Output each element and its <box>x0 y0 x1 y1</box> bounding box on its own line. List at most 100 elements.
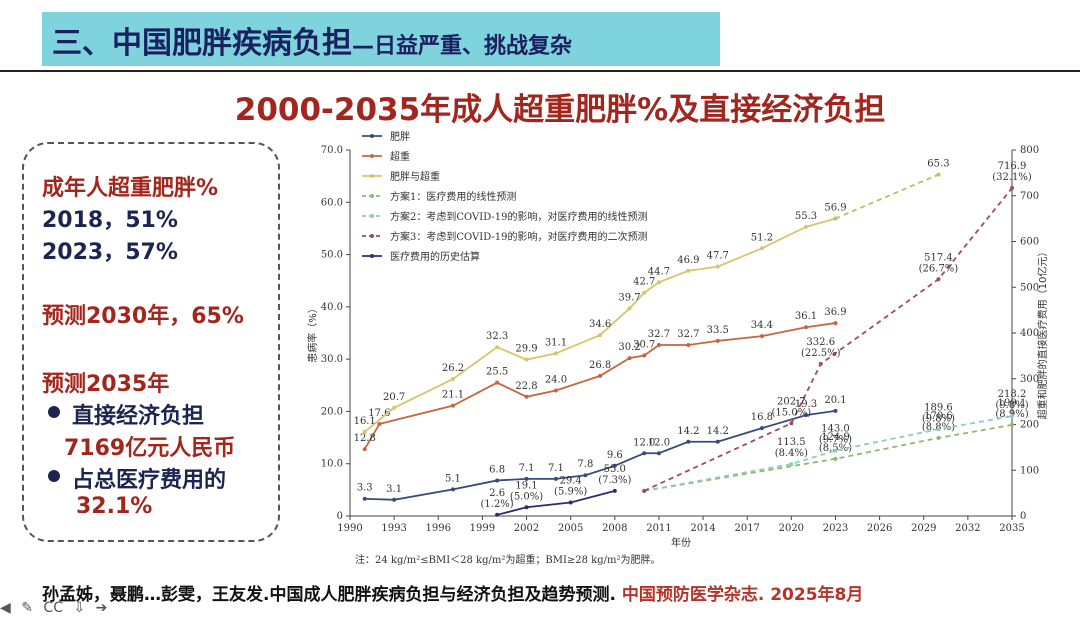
summary-heading: 成年人超重肥胖% <box>42 176 219 201</box>
slide-title: 三、中国肥胖疾病负担—日益严重、挑战复杂 <box>52 18 572 62</box>
data-point <box>642 451 647 456</box>
data-point <box>392 405 397 410</box>
data-point <box>598 373 603 378</box>
y-right-tick-label: 800 <box>1020 145 1039 156</box>
data-point <box>1010 186 1014 191</box>
data-point <box>362 429 367 434</box>
data-point <box>759 246 764 251</box>
data-point <box>936 427 941 432</box>
data-point <box>392 497 397 502</box>
data-label: 16.1 <box>354 416 376 427</box>
data-point <box>833 456 838 461</box>
data-label: 56.9 <box>824 202 846 213</box>
captions-icon[interactable]: CC <box>43 600 63 616</box>
data-point <box>450 403 455 408</box>
data-point <box>833 216 838 221</box>
data-point <box>789 421 794 426</box>
data-label: 189.6 <box>924 402 953 413</box>
x-tick-label: 2011 <box>646 523 671 534</box>
data-label: 7.8 <box>577 459 593 470</box>
y-left-tick-label: 20.0 <box>321 406 343 417</box>
legend-entry: 肥胖与超重 <box>390 170 440 183</box>
series-line <box>363 322 836 450</box>
legend-entry: 医疗费用的历史估算 <box>390 250 480 263</box>
data-label: 20.7 <box>383 392 405 403</box>
data-label: 30.2 <box>618 342 640 353</box>
data-point <box>627 356 632 361</box>
data-label: (26.7%) <box>919 263 959 274</box>
data-point <box>936 172 941 177</box>
data-point <box>495 478 500 483</box>
legend-entry: 方案3：考虑到COVID-19的影响，对医疗费用的二次预测 <box>390 230 648 243</box>
data-point <box>833 448 838 453</box>
data-label: 29.4 <box>560 476 582 487</box>
data-point <box>642 290 647 295</box>
x-tick-label: 2029 <box>911 523 936 534</box>
data-point <box>686 439 691 444</box>
chart-headline: 2000-2035年成人超重肥胖%及直接经济负担 <box>234 92 886 128</box>
data-point <box>759 426 764 431</box>
data-point <box>627 306 632 311</box>
data-label: 22.8 <box>515 381 537 392</box>
legend-entry: 方案2：考虑到COVID-19的影响，对医疗费用的线性预测 <box>390 210 648 223</box>
data-label: 3.3 <box>357 483 373 494</box>
data-point <box>833 321 838 326</box>
data-point <box>759 334 764 339</box>
data-label: 19.3 <box>795 399 817 410</box>
data-label: 113.5 <box>777 437 806 448</box>
data-label: 36.1 <box>795 311 817 322</box>
x-tick-label: 1999 <box>470 523 495 534</box>
data-label: 20.1 <box>824 395 846 406</box>
data-point <box>362 447 367 452</box>
citation: 孙孟姊，聂鹏…彭雯，王友发.中国成人肥胖疾病负担与经济负担及趋势预测. 中国预防… <box>42 580 863 605</box>
x-tick-label: 2014 <box>690 523 715 534</box>
data-point <box>804 224 809 229</box>
data-label: 7.1 <box>548 463 564 474</box>
data-label: 12.0 <box>633 437 655 448</box>
data-label: 34.4 <box>751 320 773 331</box>
data-point <box>553 388 558 393</box>
data-label: 7.1 <box>519 463 535 474</box>
y-right-axis-label: 超重和肥胖的直接医疗费用（10亿元） <box>1036 247 1049 420</box>
summary-forecast-2035: 预测2035年 <box>42 372 170 397</box>
data-label: (5.9%) <box>554 487 587 498</box>
data-point <box>524 394 529 399</box>
legend-marker <box>370 254 374 258</box>
series-line <box>644 424 1013 492</box>
x-tick-label: 2026 <box>867 523 892 534</box>
y-right-tick-label: 200 <box>1020 420 1039 431</box>
data-label: 17.6 <box>368 408 390 419</box>
data-label: 199.1 <box>998 398 1027 409</box>
data-point <box>656 343 661 348</box>
download-icon[interactable]: ⇩ <box>73 600 86 616</box>
data-label: (1.2%) <box>481 499 514 510</box>
data-label: (5.0%) <box>510 491 543 502</box>
y-left-axis-label: 患病率（%） <box>306 303 319 363</box>
next-icon[interactable]: ➔ <box>95 600 108 616</box>
data-point <box>642 488 647 493</box>
data-label: 33.5 <box>707 325 729 336</box>
legend-entry: 超重 <box>390 150 410 163</box>
pen-icon[interactable]: ✎ <box>21 600 33 616</box>
data-point <box>804 325 809 330</box>
legend-marker <box>370 134 374 138</box>
chart-footnote: 注：24 kg/m²≤BMI＜28 kg/m²为超重；BMI≥28 kg/m²为… <box>355 553 661 566</box>
slide-title-main: 三、中国肥胖疾病负担 <box>52 26 352 61</box>
data-point <box>524 476 529 481</box>
y-right-tick-label: 500 <box>1020 282 1039 293</box>
data-point <box>450 487 455 492</box>
summary-box <box>22 142 280 542</box>
data-label: 32.7 <box>677 329 699 340</box>
data-point <box>804 413 809 418</box>
legend-entry: 肥胖 <box>390 131 410 143</box>
y-left-tick-label: 50.0 <box>321 250 343 261</box>
bullet-dot <box>48 470 60 482</box>
prev-icon[interactable]: ◀ <box>0 600 11 616</box>
obesity-chart: 1990 1993 1996 1999 2002 2005 2008 2011 2014 2017… <box>306 131 1049 566</box>
x-tick-label: 2002 <box>514 523 539 534</box>
data-label: (9.8%) <box>922 413 955 424</box>
data-point <box>612 463 617 468</box>
legend-entry: 方案1：医疗费用的线性预测 <box>390 190 516 203</box>
data-point <box>686 268 691 273</box>
data-label: 9.6 <box>607 450 623 461</box>
